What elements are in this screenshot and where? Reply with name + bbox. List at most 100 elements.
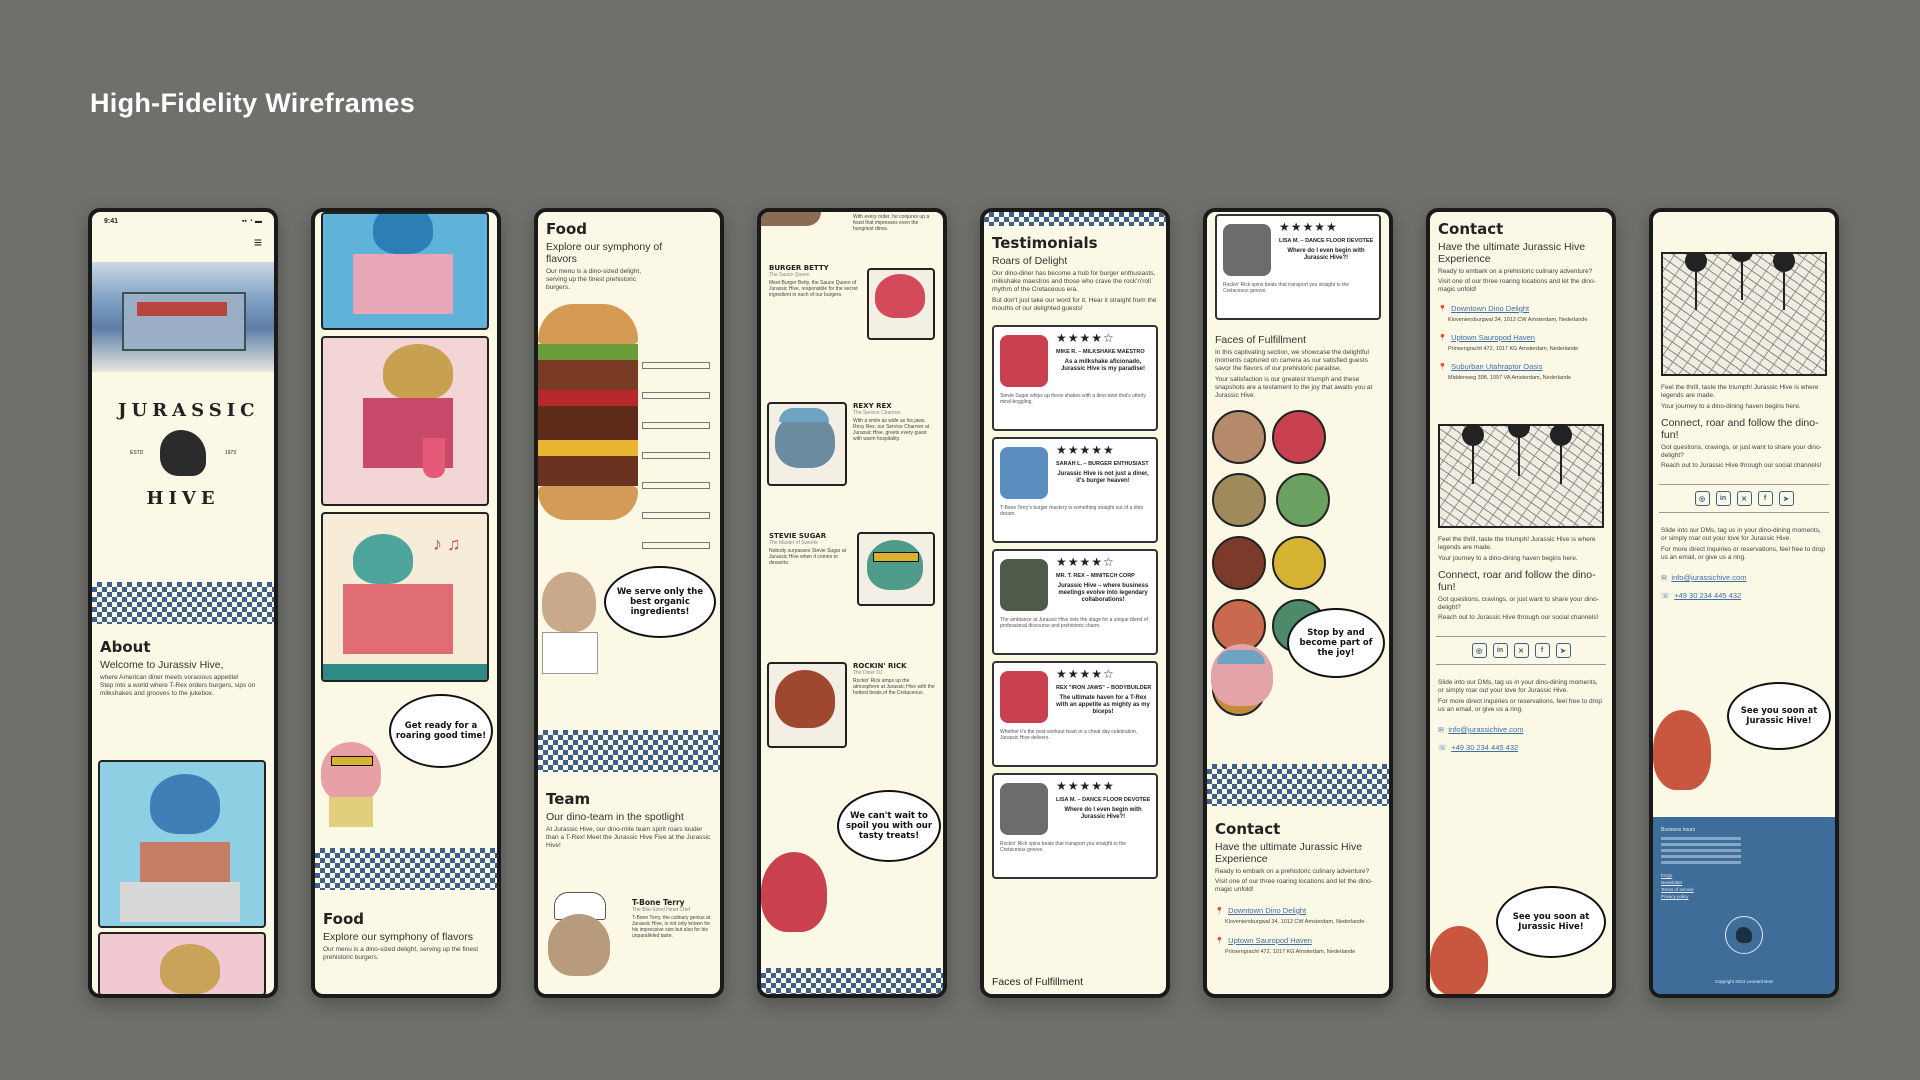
review-quote: Jurassic Hive – where business meetings … [1057, 583, 1149, 603]
wireframe-faces-contact: ★★★★★ LISA M. – DANCE FLOOR DEVOTEE Wher… [1203, 208, 1393, 998]
locations-map[interactable] [1661, 252, 1827, 376]
faces-text-2: Your satisfaction is our greatest triump… [1215, 376, 1373, 399]
location-link-2[interactable]: Uptown Sauropod Haven [1228, 936, 1312, 945]
member-role: The Bite-Sized Head Chef [632, 907, 691, 913]
reviewer-name: SARAH L. – BURGER ENTHUSIAST [1056, 461, 1149, 467]
member-text: Rockin' Rick amps up the atmosphere at J… [853, 678, 935, 696]
map-pin-icon[interactable] [1508, 426, 1530, 476]
chef-dino-image [538, 572, 600, 682]
team-member-betty: Burger Betty The Sauce Queen Meet Burger… [769, 264, 859, 298]
logo-est: ESTD [130, 450, 144, 456]
map-text: Feel the thrill, taste the triumph! Jura… [1661, 384, 1819, 399]
hero-diner-image [92, 262, 274, 372]
logo: JURASSIC ESTD 1973 HIVE [118, 390, 260, 520]
linkedin-icon[interactable]: in [1715, 491, 1731, 506]
star-rating: ★★★★☆ [1056, 555, 1115, 569]
review-text: T-Bone Terry's burger mastery is somethi… [1000, 505, 1144, 517]
contact-text-2: Visit one of our three roaring locations… [1215, 878, 1373, 893]
telegram-icon[interactable]: ➤ [1555, 643, 1571, 658]
footer-link-privacy[interactable]: Privacy policy [1661, 894, 1689, 899]
contact-section: Contact Have the ultimate Jurassic Hive … [1207, 812, 1389, 964]
testimonial-card: ★★★★☆ MR. T. REX – MINITECH CORP Jurassi… [992, 549, 1158, 655]
phone-link[interactable]: +49 30 234 445 432 [1674, 591, 1742, 600]
facebook-icon[interactable]: f [1534, 643, 1550, 658]
review-quote: As a milkshake aficionado, Jurassic Hive… [1060, 359, 1146, 372]
map-pin-icon[interactable] [1731, 254, 1753, 300]
testimonial-card: ★★★★★ LISA M. – DANCE FLOOR DEVOTEE Wher… [1215, 214, 1381, 320]
footer-link-faq[interactable]: FAQs [1661, 873, 1673, 878]
footer-link-newsletter[interactable]: Newsletter [1661, 880, 1683, 885]
map-pin-icon[interactable] [1462, 426, 1484, 484]
about-text-2: Step into a world where T-Rex orders bur… [100, 682, 256, 697]
guest-photo [1212, 599, 1266, 653]
guest-photo [1212, 536, 1266, 590]
location-link-2[interactable]: Uptown Sauropod Haven [1451, 333, 1535, 342]
email-link[interactable]: info@jurassichive.com [1448, 725, 1524, 734]
testimonials-subtitle: Roars of Delight [992, 255, 1068, 267]
connect-text-2: Reach out to Jurassic Hive through our s… [1661, 462, 1822, 469]
facebook-icon[interactable]: f [1757, 491, 1773, 506]
member-role: The Diner DJ [853, 670, 883, 676]
email-link[interactable]: info@jurassichive.com [1671, 573, 1747, 582]
wireframe-testimonials: Testimonials Roars of Delight Our dino-d… [980, 208, 1170, 998]
top-dino-image [761, 212, 821, 226]
location-address-2: Prinsengracht 472, 1017 KG Amsterdam, Ne… [1448, 346, 1579, 352]
review-quote: Jurassic Hive is not just a diner, it's … [1057, 471, 1149, 484]
location-link-1[interactable]: Downtown Dino Delight [1228, 906, 1307, 915]
phone-icon: ☏ [1661, 593, 1670, 600]
faces-heading-preview: Faces of Fulfillment [992, 976, 1084, 988]
telegram-icon[interactable]: ➤ [1778, 491, 1794, 506]
logo-top-text: JURASSIC [118, 400, 260, 421]
reviewer-avatar [1000, 559, 1048, 611]
phone-link[interactable]: +49 30 234 445 432 [1451, 743, 1519, 752]
footer-link-terms[interactable]: Terms of service [1661, 887, 1694, 892]
copyright: Copyright 2024 Leonard Betz [1714, 979, 1774, 984]
footer-hours-table [1661, 837, 1827, 864]
review-text: Stevie Sugar whips up these shakes with … [1000, 393, 1146, 405]
menu-icon[interactable]: ≡ [253, 234, 262, 250]
member-text: With a smile as wide as his jaws, Rexy R… [853, 418, 930, 442]
footer-hours-title: Business hours [1661, 827, 1696, 833]
mail-icon: ✉ [1438, 727, 1444, 734]
guest-photo [1212, 410, 1266, 464]
food-section: Food Explore our symphony of flavors Our… [315, 902, 497, 970]
instagram-icon[interactable]: ◎ [1471, 643, 1487, 658]
team-member-stevie: Stevie Sugar The Master of Sweets Nobody… [769, 532, 857, 566]
x-icon[interactable]: ✕ [1736, 491, 1752, 506]
map-caption: Feel the thrill, taste the triumph! Jura… [1430, 528, 1612, 630]
x-icon[interactable]: ✕ [1513, 643, 1529, 658]
wireframe-contact: Contact Have the ultimate Jurassic Hive … [1426, 208, 1616, 998]
inquiry-text: For more direct inquiries or reservation… [1438, 698, 1603, 713]
location-link-1[interactable]: Downtown Dino Delight [1451, 304, 1530, 313]
checker-divider [984, 212, 1166, 226]
wireframe-home: 9:41 ▪▪ ◔ ▬ ≡ JURASSIC ESTD 1973 HIVE Ab… [88, 208, 278, 998]
location-address-1: Kloveniersburgwal 34, 1012 CW Amsterdam,… [1225, 919, 1365, 925]
location-link-3[interactable]: Suburban Utahraptor Oasis [1451, 362, 1543, 371]
social-icons: ◎ in ✕ f ➤ [1430, 643, 1612, 658]
team-member-rick: Rockin' Rick The Diner DJ Rockin' Rick a… [853, 662, 935, 696]
map-pin-icon[interactable] [1773, 254, 1795, 310]
testimonial-card: ★★★★☆ MIKE R. – MILKSHAKE MAESTRO As a m… [992, 325, 1158, 431]
member-text: T-Bone Terry, the culinary genius at Jur… [632, 915, 711, 939]
testimonial-card: ★★★★★ LISA M. – DANCE FLOOR DEVOTEE Wher… [992, 773, 1158, 879]
review-text: Rockin' Rick spins beats that transport … [1000, 841, 1127, 853]
connect-text: Got questions, cravings, or just want to… [1661, 444, 1822, 459]
reviewer-name: MIKE R. – MILKSHAKE MAESTRO [1056, 349, 1145, 355]
page-title: High-Fidelity Wireframes [90, 88, 416, 118]
team-member-terry: T-Bone Terry The Bite-Sized Head Chef T-… [632, 898, 714, 939]
linkedin-icon[interactable]: in [1492, 643, 1508, 658]
mail-icon: ✉ [1661, 575, 1667, 582]
map-pin-icon[interactable] [1685, 254, 1707, 310]
map-caption: Feel the thrill, taste the triumph! Jura… [1653, 376, 1835, 478]
guest-photo [1272, 410, 1326, 464]
locations-map[interactable] [1438, 424, 1604, 528]
testimonials-section: Testimonials Roars of Delight Our dino-d… [984, 226, 1166, 321]
faces-heading: Faces of Fulfillment [1215, 334, 1307, 346]
footer-logo [1725, 916, 1763, 954]
connect-heading: Connect, roar and follow the dino-fun! [1438, 569, 1596, 593]
testimonial-card: ★★★★☆ REX "IRON JAWS" – BODYBUILDER The … [992, 661, 1158, 767]
map-pin-icon[interactable] [1550, 426, 1572, 484]
instagram-icon[interactable]: ◎ [1694, 491, 1710, 506]
red-dino-image [761, 852, 831, 952]
stevie-image [857, 532, 935, 606]
